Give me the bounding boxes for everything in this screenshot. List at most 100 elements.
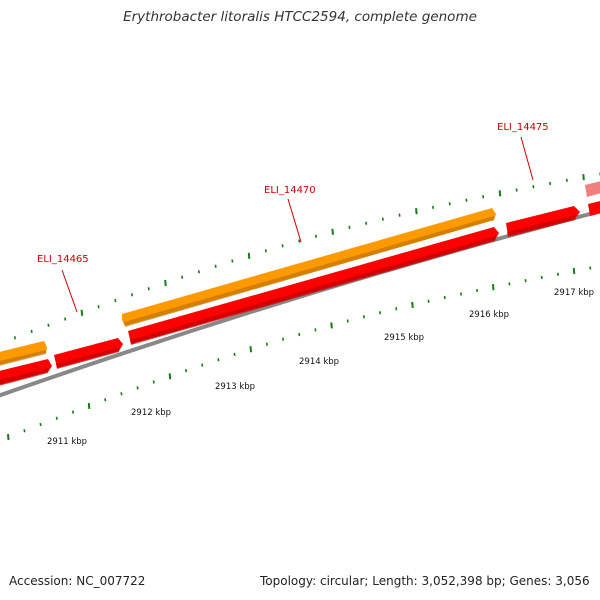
scale-tick-label: 2917 kbp [554, 288, 594, 298]
inner-tick-mark [201, 363, 204, 367]
cds-features [0, 208, 496, 366]
inner-tick-mark [524, 278, 527, 283]
scale-tick-label: 2914 kbp [299, 357, 339, 367]
scale-tick-label: 2915 kbp [384, 333, 424, 343]
inner-tick-mark [395, 307, 398, 311]
outer-tick-mark [114, 298, 117, 303]
outer-tick-mark [465, 198, 468, 202]
inner-tick-mark [443, 295, 446, 300]
inner-tick-mark [120, 392, 123, 396]
locus-label: ELI_14475 [497, 122, 549, 133]
outer-tick-mark [281, 244, 284, 248]
inner-tick-mark [379, 311, 382, 315]
inner-tick-mark [492, 284, 495, 291]
inner-tick-mark [411, 301, 414, 308]
inner-tick-mark [185, 368, 188, 373]
inner-tick-mark [265, 342, 268, 346]
cds-feature-2-shade [124, 216, 494, 327]
outer-tick-mark [298, 239, 301, 243]
outer-tick-mark [365, 221, 368, 225]
locus-pointers [61, 136, 534, 313]
outer-tick-mark [549, 181, 552, 186]
outer-tick-mark [532, 185, 535, 189]
outer-tick-mark [147, 287, 150, 291]
inner-tick-mark [136, 386, 139, 390]
outer-tick-mark [348, 225, 351, 230]
inner-tick-mark [217, 358, 220, 362]
outer-tick-mark [131, 293, 134, 297]
inner-tick-mark [23, 429, 26, 433]
outer-tick-mark [264, 249, 267, 253]
inner-tick-mark [55, 416, 58, 420]
outer-tick-mark [432, 205, 435, 210]
outer-tick-mark [80, 309, 84, 316]
inner-tick-mark [427, 299, 430, 303]
inner-tick-mark [71, 410, 74, 414]
accession-text: Accession: NC_007722 [9, 574, 146, 588]
outer-tick-mark [515, 188, 518, 192]
outer-tick-track [13, 172, 600, 340]
inner-tick-mark [298, 332, 301, 337]
inner-tick-track [7, 266, 592, 441]
outer-tick-mark [197, 270, 200, 274]
inner-tick-mark [87, 402, 91, 409]
inner-tick-mark [540, 275, 543, 280]
outer-tick-mark [97, 305, 100, 309]
inner-tick-mark [249, 346, 252, 353]
outer-tick-mark [398, 213, 401, 217]
inner-tick-mark [233, 352, 236, 357]
inner-tick-mark [104, 398, 107, 402]
inner-tick-mark [556, 272, 559, 276]
gene-feature-5 [588, 201, 600, 216]
locus-label: ELI_14465 [37, 254, 89, 265]
outer-tick-mark [30, 329, 33, 334]
inner-tick-mark [282, 337, 285, 341]
inner-tick-mark [7, 433, 10, 441]
gene-feature-faded [585, 181, 600, 197]
outer-tick-mark [482, 195, 485, 199]
scale-tick-label: 2911 kbp [47, 437, 87, 447]
outer-tick-mark [314, 234, 317, 238]
gene-features [0, 181, 600, 386]
outer-tick-mark [498, 190, 502, 197]
gene-feature-4-shade [507, 215, 576, 237]
inner-tick-mark [589, 266, 592, 270]
outer-tick-mark [13, 336, 16, 340]
scale-tick-label: 2916 kbp [469, 310, 509, 320]
inner-tick-mark [330, 322, 333, 329]
inner-tick-mark [459, 292, 462, 296]
inner-tick-mark [39, 422, 42, 427]
inner-tick-mark [346, 319, 349, 323]
locus-pointer-3 [520, 136, 534, 181]
genome-summary-text: Topology: circular; Length: 3,052,398 bp… [260, 574, 590, 588]
outer-tick-mark [247, 252, 251, 259]
outer-tick-mark [47, 323, 50, 327]
outer-tick-mark [231, 259, 234, 263]
gene-feature-3-shade [130, 236, 496, 345]
gene-feature-2-shade [56, 347, 120, 369]
scale-tick-label: 2913 kbp [215, 382, 255, 392]
inner-tick-mark [572, 268, 576, 275]
outer-tick-mark [582, 174, 585, 181]
locus-pointer-2 [287, 198, 302, 243]
outer-tick-mark [181, 275, 184, 279]
inner-tick-mark [152, 380, 155, 384]
map-title: Erythrobacter litoralis HTCC2594, comple… [123, 9, 477, 25]
inner-tick-mark [168, 373, 172, 380]
gene-feature-1-shade [0, 368, 49, 386]
outer-tick-mark [565, 178, 568, 182]
inner-tick-mark [314, 328, 317, 332]
outer-tick-mark [214, 264, 217, 268]
scale-tick-label: 2912 kbp [131, 408, 171, 418]
outer-tick-mark [448, 202, 451, 206]
outer-tick-mark [164, 279, 167, 287]
outer-tick-mark [64, 317, 67, 321]
cds-feature-1-shade [0, 350, 46, 366]
locus-label: ELI_14470 [264, 185, 316, 196]
outer-tick-mark [415, 208, 418, 215]
inner-tick-mark [476, 288, 479, 293]
inner-tick-mark [362, 315, 365, 319]
locus-pointer-1 [61, 269, 78, 313]
outer-tick-mark [331, 228, 334, 235]
